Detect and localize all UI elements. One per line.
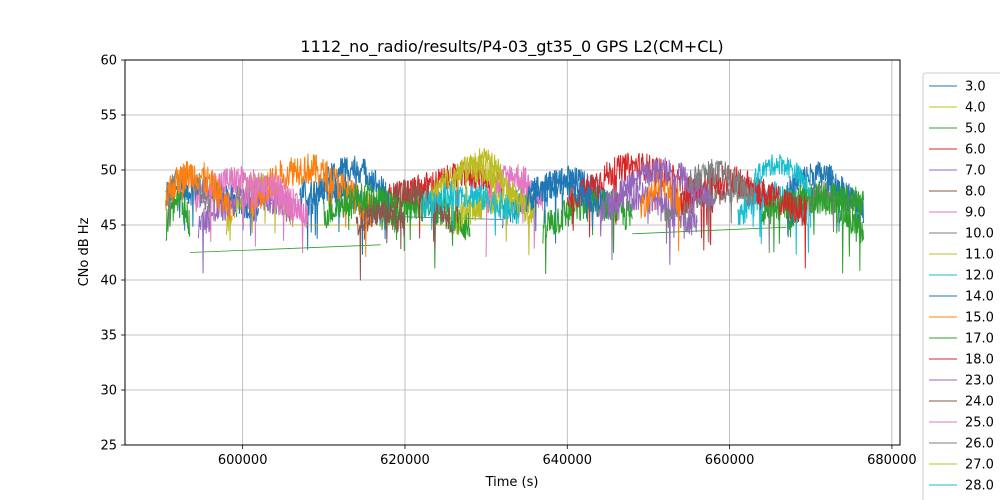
x-tick-label: 680000 bbox=[867, 453, 917, 468]
legend-label: 28.0 bbox=[965, 479, 994, 494]
y-axis: 25 30 35 40 45 50 55 60 bbox=[100, 54, 125, 454]
legend-label: 25.0 bbox=[965, 416, 994, 431]
series-line bbox=[355, 200, 406, 281]
x-tick-label: 640000 bbox=[542, 453, 592, 468]
chart-title: 1112_no_radio/results/P4-03_gt35_0 GPS L… bbox=[300, 37, 723, 57]
plot-frame bbox=[124, 59, 901, 446]
legend-label: 8.0 bbox=[965, 185, 986, 200]
series-line bbox=[307, 155, 390, 240]
series-line bbox=[242, 173, 300, 247]
y-tick-label: 40 bbox=[100, 274, 117, 289]
series-25-0 bbox=[242, 173, 300, 247]
legend-label: 26.0 bbox=[965, 437, 994, 452]
y-tick-label: 45 bbox=[100, 219, 117, 234]
series-24-0 bbox=[355, 200, 406, 281]
legend-label: 17.0 bbox=[965, 332, 994, 347]
legend-label: 24.0 bbox=[965, 395, 994, 410]
legend: 3.0 4.0 5.0 6.0 7.0 8.0 9.0 10.0 11.0 12.0 14.0 15.… bbox=[922, 72, 1000, 500]
legend-label: 6.0 bbox=[965, 143, 986, 158]
y-tick-label: 60 bbox=[100, 54, 117, 69]
plot-series bbox=[165, 148, 864, 281]
y-axis-label: CNo dB Hz bbox=[77, 217, 92, 286]
y-tick-label: 55 bbox=[100, 109, 117, 124]
legend-label: 15.0 bbox=[965, 311, 994, 326]
x-tick-label: 660000 bbox=[705, 453, 755, 468]
series-line bbox=[753, 154, 812, 217]
y-tick-label: 35 bbox=[100, 329, 117, 344]
series-line bbox=[453, 148, 503, 207]
legend-label: 27.0 bbox=[965, 458, 994, 473]
legend-label: 23.0 bbox=[965, 374, 994, 389]
y-tick-label: 50 bbox=[100, 164, 117, 179]
legend-label: 18.0 bbox=[965, 353, 994, 368]
legend-frame bbox=[922, 72, 1000, 500]
series-26-0 bbox=[688, 159, 755, 224]
y-tick-label: 25 bbox=[100, 439, 117, 454]
y-tick-label: 30 bbox=[100, 384, 117, 399]
series-link-line bbox=[189, 244, 381, 253]
legend-label: 9.0 bbox=[965, 206, 986, 221]
series-28-0 bbox=[753, 154, 812, 217]
series-11-0 bbox=[429, 156, 536, 227]
legend-label: 5.0 bbox=[965, 122, 986, 137]
x-axis-label: Time (s) bbox=[485, 475, 539, 490]
x-tick-label: 620000 bbox=[380, 453, 430, 468]
legend-label: 12.0 bbox=[965, 269, 994, 284]
series-line bbox=[420, 178, 520, 236]
legend-label: 3.0 bbox=[965, 80, 986, 95]
series-line bbox=[429, 156, 536, 227]
series-27-0 bbox=[453, 148, 503, 207]
legend-label: 4.0 bbox=[965, 101, 986, 116]
series-line bbox=[526, 170, 601, 232]
series-line bbox=[688, 159, 755, 224]
legend-label: 10.0 bbox=[965, 227, 994, 242]
legend-label: 7.0 bbox=[965, 164, 986, 179]
legend-label: 11.0 bbox=[965, 248, 994, 263]
x-axis: 600000 620000 640000 660000 680000 bbox=[218, 445, 917, 468]
legend-label: 14.0 bbox=[965, 290, 994, 305]
x-tick-label: 600000 bbox=[218, 453, 268, 468]
series-line bbox=[165, 161, 231, 222]
